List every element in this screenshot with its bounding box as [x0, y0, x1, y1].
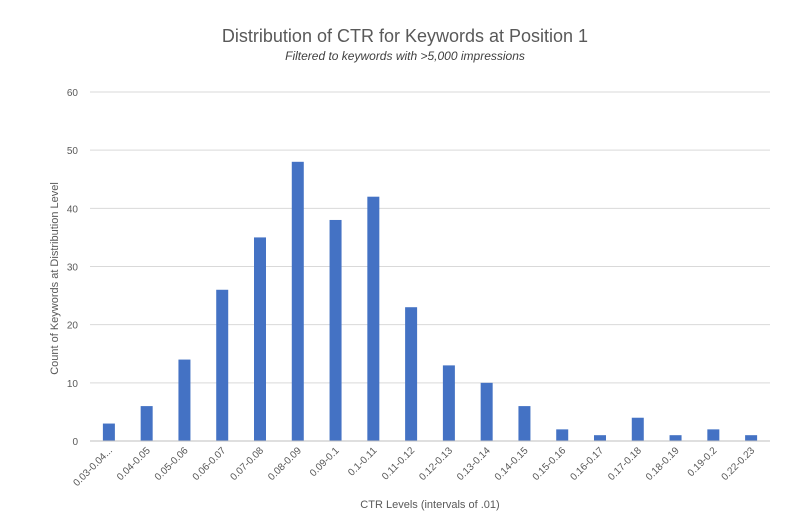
- x-tick-label: 0.19-0.2: [686, 445, 720, 479]
- y-axis-ticks: 0 10 20 30 40 50 60: [67, 88, 79, 448]
- bar-0.16-0.17: [594, 435, 606, 441]
- x-tick-label: 0.04-0.05: [115, 445, 153, 483]
- x-tick-label: 0.05-0.06: [153, 445, 191, 483]
- y-tick-label: 10: [67, 379, 79, 390]
- x-tick-label: 0.18-0.19: [644, 445, 682, 483]
- chart-title: Distribution of CTR for Keywords at Posi…: [222, 26, 588, 46]
- bars: [102, 161, 758, 442]
- chart-subtitle: Filtered to keywords with >5,000 impress…: [285, 49, 525, 63]
- x-tick-label: 0.17-0.18: [606, 445, 644, 483]
- x-tick-label: 0.06-0.07: [191, 445, 229, 483]
- bar-0.06-0.07: [216, 289, 229, 441]
- bar-0.15-0.16: [556, 429, 569, 441]
- bar-0.18-0.19: [669, 435, 682, 441]
- y-tick-label: 40: [67, 204, 79, 215]
- y-tick-label: 20: [67, 321, 79, 332]
- bar-0.04-0.05: [140, 406, 153, 441]
- x-tick-label: 0.07-0.08: [228, 445, 266, 483]
- bar-0.22-0.23: [745, 435, 758, 441]
- y-tick-label: 60: [67, 88, 79, 99]
- bar-0.17-0.18: [631, 417, 644, 441]
- x-tick-label: 0.15-0.16: [531, 445, 569, 483]
- bar-0.1-0.11: [367, 196, 380, 441]
- bar-0.13-0.14: [480, 382, 493, 441]
- x-tick-label: 0.03-0.04...: [71, 445, 115, 489]
- bar-0.09-0.1: [329, 219, 342, 441]
- x-tick-label: 0.16-0.17: [568, 445, 606, 483]
- bar-0.07-0.08: [254, 237, 266, 441]
- bar-0.19-0.2: [707, 429, 720, 441]
- x-tick-label: 0.11-0.12: [380, 445, 417, 482]
- bar-0.14-0.15: [518, 406, 531, 441]
- bar-0.05-0.06: [178, 359, 191, 441]
- gridlines: [90, 91, 770, 384]
- x-tick-label: 0.14-0.15: [493, 445, 531, 483]
- x-tick-label: 0.09-0.1: [308, 445, 342, 479]
- y-tick-label: 50: [67, 146, 79, 157]
- bar-0.11-0.12: [405, 307, 418, 441]
- x-tick-label: 0.13-0.14: [455, 445, 493, 483]
- x-tick-label: 0.08-0.09: [266, 445, 304, 483]
- bar-0.12-0.13: [442, 365, 455, 441]
- bar-0.08-0.09: [291, 161, 304, 442]
- x-axis-ticks: 0.03-0.04... 0.04-0.05 0.05-0.06 0.06-0.07 0…: [71, 445, 757, 489]
- bar-0.03-0.04...: [102, 423, 115, 441]
- x-axis-label: CTR Levels (intervals of .01): [360, 499, 499, 511]
- x-tick-label: 0.22-0.23: [720, 445, 758, 483]
- y-tick-label: 0: [72, 437, 78, 448]
- y-axis-label: Count of Keywords at Distribution Level: [49, 182, 61, 375]
- x-tick-label: 0.12-0.13: [417, 445, 455, 483]
- y-tick-label: 30: [67, 263, 79, 274]
- x-tick-label: 0.1-0.11: [346, 445, 380, 479]
